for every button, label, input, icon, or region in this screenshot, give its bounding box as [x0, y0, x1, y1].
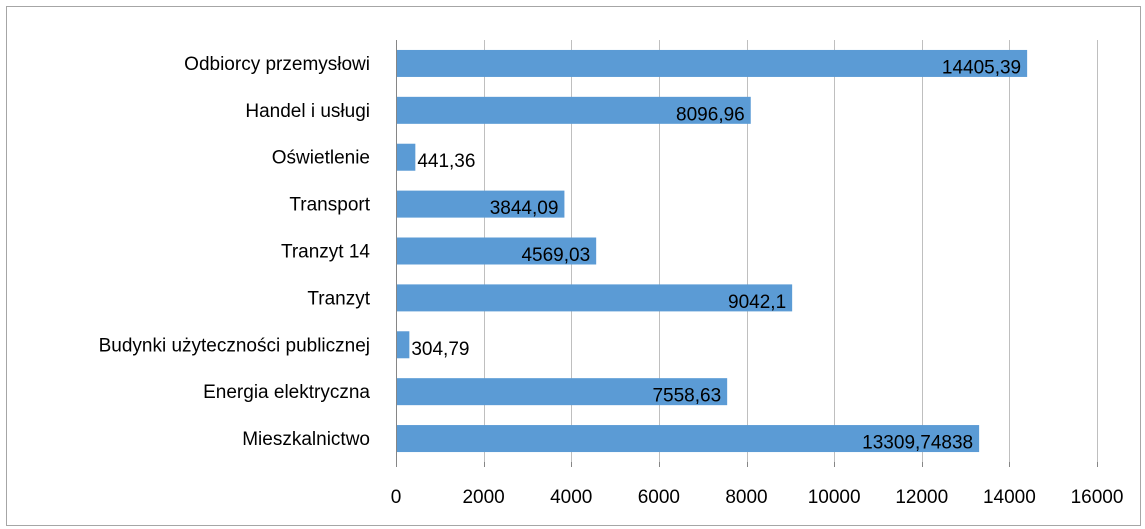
category-label: Tranzyt 14	[281, 242, 370, 263]
data-label: 304,79	[411, 339, 469, 360]
category-label: Oświetlenie	[272, 148, 370, 169]
bar	[397, 96, 751, 124]
category-label: Handel i usługi	[245, 101, 370, 122]
category-label: Mieszkalnictwo	[242, 429, 370, 450]
category-label: Energia elektryczna	[203, 382, 370, 403]
bar	[397, 190, 565, 218]
data-label: 441,36	[417, 151, 475, 172]
category-label: Transport	[289, 195, 370, 216]
x-tick-label: 2000	[462, 487, 504, 508]
x-tick-label: 10000	[808, 487, 861, 508]
data-label: 7558,63	[652, 386, 721, 407]
bars	[397, 49, 1028, 453]
data-label: 9042,1	[728, 292, 786, 313]
x-tick-label: 16000	[1071, 487, 1124, 508]
data-label: 8096,96	[676, 104, 745, 125]
category-label: Budynki użyteczności publicznej	[99, 335, 370, 356]
data-label: 3844,09	[490, 198, 559, 219]
bar	[397, 49, 1028, 77]
x-tick-label: 8000	[725, 487, 767, 508]
bar	[397, 284, 793, 312]
category-label: Tranzyt	[307, 288, 370, 309]
bar	[397, 143, 416, 171]
category-label: Odbiorcy przemysłowi	[184, 54, 370, 75]
x-tick-label: 0	[391, 487, 402, 508]
data-label: 13309,74838	[862, 433, 973, 454]
data-label: 4569,03	[521, 245, 590, 266]
x-tick-label: 14000	[983, 487, 1036, 508]
bar	[397, 425, 980, 453]
data-labels: 14405,39 8096,96 441,36 3844,09 4569,03 9042,…	[411, 57, 1021, 453]
category-labels: Odbiorcy przemysłowi Handel i usługi Oświe…	[99, 54, 371, 450]
data-label: 14405,39	[942, 57, 1021, 78]
bar	[397, 331, 410, 359]
x-tick-labels: 0 2000 4000 6000 8000 10000 12000 14000 16000	[391, 487, 1124, 508]
x-tick-label: 6000	[638, 487, 680, 508]
bar	[397, 378, 728, 406]
x-tick-label: 4000	[550, 487, 592, 508]
x-tick-label: 12000	[895, 487, 948, 508]
bar	[397, 237, 597, 265]
